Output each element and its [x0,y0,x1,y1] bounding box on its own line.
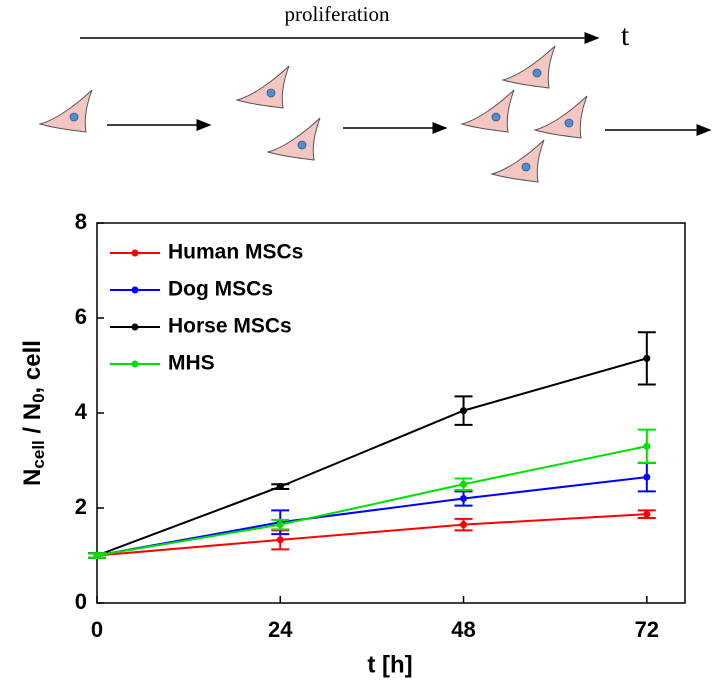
legend-marker [131,286,139,294]
legend-label: Dog MSCs [168,278,273,301]
x-tick-label: 72 [635,617,659,642]
cell [461,89,515,133]
diagram: proliferation t [39,2,712,183]
y-tick-label: 8 [75,209,87,234]
cell [39,89,93,133]
legend-label: Horse MSCs [168,315,292,338]
point [460,521,468,529]
cell [236,65,290,109]
point [276,521,284,529]
diagram-label: proliferation [285,2,390,26]
point [643,473,651,481]
y-tick-label: 6 [75,304,87,329]
y-tick-label: 4 [75,399,88,424]
time-label: t [621,19,630,52]
cell [502,45,556,89]
point [276,483,284,491]
legend-marker [131,360,139,368]
legend-label: Human MSCs [168,241,303,264]
y-tick-label: 0 [75,589,87,614]
series-line [96,476,647,557]
y-tick-label: 2 [75,494,87,519]
point [643,354,651,362]
legend-marker [131,249,139,257]
x-tick-label: 24 [268,617,293,642]
x-tick-label: 48 [451,617,475,642]
point [276,536,284,544]
cell [491,139,545,183]
point [643,510,651,518]
point [460,407,468,415]
series-line [96,445,648,557]
cell [267,117,321,161]
series-line [96,357,648,557]
point [93,552,101,559]
cell [534,95,588,139]
x-axis-label: t [h] [367,651,412,678]
legend-label: MHS [168,352,215,375]
point [643,442,651,450]
y-axis-label: Ncell / N0, cell [19,340,48,486]
legend-marker [131,323,139,331]
point [460,495,468,502]
point [460,480,468,488]
x-tick-label: 0 [91,617,103,642]
series-line [96,513,647,557]
